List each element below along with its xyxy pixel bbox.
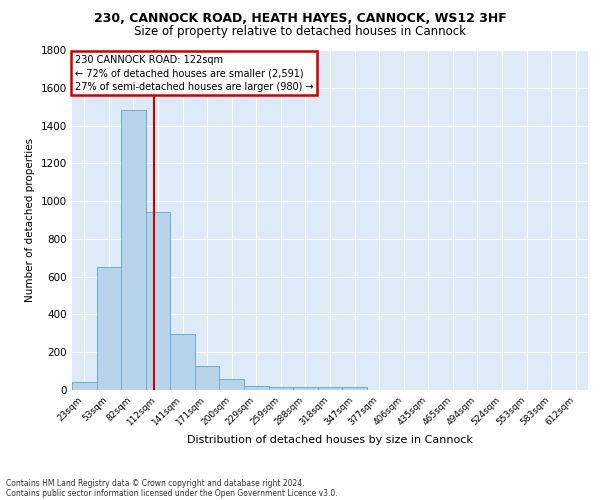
Bar bbox=[72, 382, 97, 390]
Bar bbox=[97, 267, 121, 390]
Bar bbox=[293, 387, 318, 390]
Bar bbox=[269, 387, 293, 390]
Bar bbox=[170, 334, 195, 390]
Bar bbox=[244, 386, 269, 390]
Text: Contains HM Land Registry data © Crown copyright and database right 2024.: Contains HM Land Registry data © Crown c… bbox=[6, 478, 305, 488]
X-axis label: Distribution of detached houses by size in Cannock: Distribution of detached houses by size … bbox=[187, 436, 473, 446]
Bar bbox=[121, 110, 146, 390]
Y-axis label: Number of detached properties: Number of detached properties bbox=[25, 138, 35, 302]
Text: Size of property relative to detached houses in Cannock: Size of property relative to detached ho… bbox=[134, 25, 466, 38]
Text: Contains public sector information licensed under the Open Government Licence v3: Contains public sector information licen… bbox=[6, 488, 338, 498]
Text: 230 CANNOCK ROAD: 122sqm
← 72% of detached houses are smaller (2,591)
27% of sem: 230 CANNOCK ROAD: 122sqm ← 72% of detach… bbox=[74, 55, 313, 92]
Bar bbox=[195, 366, 220, 390]
Text: 230, CANNOCK ROAD, HEATH HAYES, CANNOCK, WS12 3HF: 230, CANNOCK ROAD, HEATH HAYES, CANNOCK,… bbox=[94, 12, 506, 26]
Bar bbox=[220, 378, 244, 390]
Bar bbox=[146, 212, 170, 390]
Bar bbox=[318, 387, 342, 390]
Bar bbox=[342, 387, 367, 390]
